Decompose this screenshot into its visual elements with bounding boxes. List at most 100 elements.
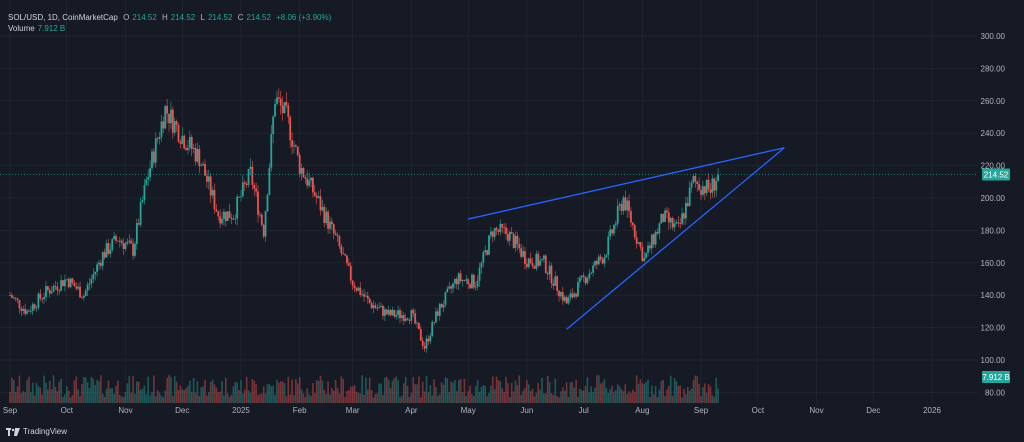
y-tick-label: 80.00 xyxy=(985,388,1006,397)
candle-body xyxy=(289,117,292,141)
candle-body xyxy=(141,200,144,203)
candle-body xyxy=(382,305,384,316)
volume-bar xyxy=(444,377,447,403)
candle-body xyxy=(241,182,244,197)
volume-bar xyxy=(427,392,430,403)
volume-bar xyxy=(414,384,416,403)
volume-bar xyxy=(359,393,362,403)
candle-body xyxy=(319,196,322,211)
candle-body xyxy=(455,278,458,285)
candle-body xyxy=(567,297,570,304)
volume-bar xyxy=(418,376,420,403)
volume-bar xyxy=(344,397,346,403)
volume-bar xyxy=(374,394,377,403)
candle-body xyxy=(211,190,214,196)
volume-bar xyxy=(160,395,163,403)
volume-bar xyxy=(183,390,185,403)
candle-body xyxy=(550,265,553,284)
candle-body xyxy=(450,286,453,289)
volume-bar xyxy=(520,394,522,403)
candle-body xyxy=(160,121,163,137)
candle-body xyxy=(647,245,649,254)
volume-bar xyxy=(98,381,100,403)
volume-bar xyxy=(671,395,674,403)
volume-bar xyxy=(276,379,278,403)
candle-body xyxy=(230,217,233,220)
volume-bar xyxy=(666,389,668,403)
volume-bar xyxy=(658,389,661,403)
candle-body xyxy=(522,251,524,257)
volume-bar xyxy=(618,386,621,403)
candle-body xyxy=(607,236,610,255)
y-tick-label: 240.00 xyxy=(981,129,1006,138)
candle-body xyxy=(414,313,417,324)
volume-bar xyxy=(185,388,187,403)
candle-body xyxy=(618,204,621,206)
volume-bar xyxy=(158,392,161,403)
candle-body xyxy=(393,309,396,317)
candle-body xyxy=(336,235,339,237)
volume-bar xyxy=(342,378,345,403)
candle-body xyxy=(291,140,293,147)
volume-bar xyxy=(416,384,418,403)
volume-bar xyxy=(329,394,331,403)
candles xyxy=(9,88,719,353)
candle-body xyxy=(54,286,57,287)
volume-bar xyxy=(677,385,680,403)
volume-bar xyxy=(493,389,496,403)
volume-bar xyxy=(115,385,117,403)
volume-bar xyxy=(499,381,502,403)
candle-body xyxy=(251,166,254,185)
candle-body xyxy=(592,265,595,273)
volume-bar xyxy=(287,376,290,403)
volume-bar xyxy=(452,382,454,403)
volume-bar xyxy=(351,386,354,403)
volume-bar xyxy=(332,390,335,403)
volume-bar xyxy=(713,396,716,403)
x-tick-label: Nov xyxy=(118,406,132,415)
volume-bar xyxy=(613,391,615,403)
volume-bar xyxy=(399,397,401,403)
candle-body xyxy=(296,146,299,155)
candle-body xyxy=(389,310,392,316)
candle-body xyxy=(300,168,303,174)
volume-bar xyxy=(514,380,517,403)
candle-body xyxy=(351,280,354,286)
candle-body xyxy=(702,186,704,195)
candle-body xyxy=(33,304,36,309)
tradingview-logo[interactable]: TradingView xyxy=(6,427,67,436)
volume-bar xyxy=(295,379,297,403)
candle-body xyxy=(713,178,716,191)
volume-bar xyxy=(325,393,327,403)
volume-bar xyxy=(696,376,699,403)
volume-bar xyxy=(503,391,505,403)
volume-bar xyxy=(154,396,157,403)
volume-bar xyxy=(632,389,634,403)
volume-bar xyxy=(310,395,312,403)
volume-bar xyxy=(389,387,392,403)
volume-bar xyxy=(279,381,282,403)
volume-bar xyxy=(599,383,602,403)
candle-body xyxy=(442,304,445,308)
candle-body xyxy=(128,240,131,242)
candle-body xyxy=(480,262,483,268)
candle-body xyxy=(614,223,617,225)
volume-bar xyxy=(238,390,240,403)
volume-bar xyxy=(28,376,30,403)
volume-bar xyxy=(630,393,632,403)
candle-body xyxy=(132,243,134,256)
volume-bar xyxy=(429,385,432,403)
candle-body xyxy=(561,292,564,301)
candle-body xyxy=(599,256,602,260)
candle-body xyxy=(546,272,549,275)
candle-body xyxy=(158,136,161,139)
candle-body xyxy=(71,278,74,283)
open-label: O xyxy=(123,13,130,22)
volume-bar xyxy=(50,389,53,403)
volume-bar xyxy=(628,391,630,403)
volume-bar xyxy=(397,380,399,403)
volume-bar xyxy=(260,393,263,403)
volume-bar xyxy=(571,381,574,403)
volume-bar xyxy=(124,392,127,403)
